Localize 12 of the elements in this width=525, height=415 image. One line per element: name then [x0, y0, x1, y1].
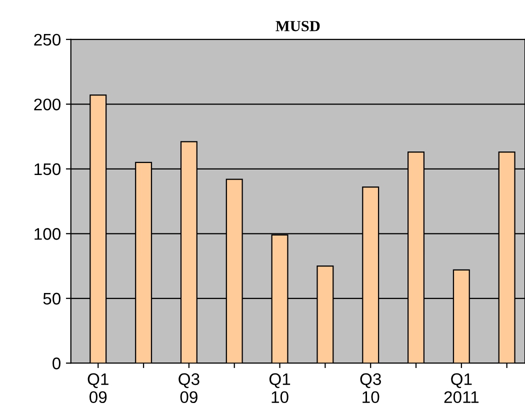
x-tick-label: Q1 10: [269, 373, 290, 404]
x-tick-label: Q3 10: [360, 373, 381, 404]
y-tick-label: 100: [34, 228, 61, 240]
chart-title: MUSD: [276, 20, 320, 32]
y-tick-label: 0: [52, 358, 60, 370]
x-tick-label: Q3 09: [178, 373, 200, 404]
y-tick-label: 150: [34, 163, 61, 176]
y-tick-label: 250: [34, 34, 61, 46]
x-tick-label: Q1 2011: [444, 373, 479, 404]
y-tick-label: 50: [43, 292, 61, 305]
y-tick-label: 200: [34, 98, 61, 110]
x-tick-label: Q1 09: [88, 373, 108, 404]
